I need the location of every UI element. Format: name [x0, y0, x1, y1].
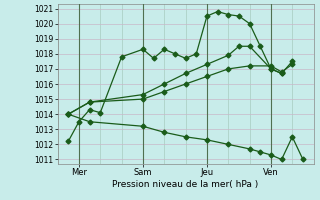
X-axis label: Pression niveau de la mer( hPa ): Pression niveau de la mer( hPa ) [112, 180, 259, 189]
